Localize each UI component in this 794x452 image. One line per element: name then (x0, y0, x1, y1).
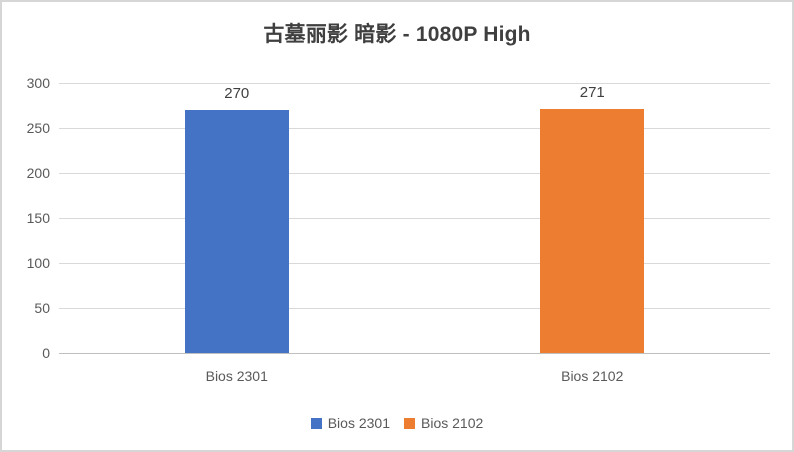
y-tick-label-100: 100 (26, 255, 50, 271)
bar-bios-2301 (184, 110, 289, 353)
chart-title: 古墓丽影 暗影 - 1080P High (263, 23, 531, 46)
y-tick-label-50: 50 (34, 300, 50, 316)
gridline-300 (59, 83, 770, 84)
x-tick-label-bios-2301: Bios 2301 (205, 368, 268, 384)
data-label-bios-2301: 270 (224, 85, 250, 102)
gridline-150 (59, 218, 770, 219)
legend-item-bios-2301: Bios 2301 (310, 415, 390, 431)
legend-swatch-icon (404, 417, 415, 429)
x-tick-label-bios-2102: Bios 2102 (561, 368, 624, 384)
legend: Bios 2301 Bios 2102 (2, 415, 792, 431)
gridline-100 (59, 263, 770, 264)
plot-area (59, 83, 770, 354)
bar-bios-2102 (540, 109, 645, 353)
data-label-bios-2102: 271 (579, 84, 605, 102)
y-tick-label-250: 250 (26, 120, 50, 136)
gridline-200 (59, 173, 770, 174)
y-tick-label-200: 200 (26, 165, 50, 181)
gridline-250 (59, 128, 770, 129)
y-tick-label-0: 0 (42, 345, 50, 361)
y-tick-label-150: 150 (26, 210, 50, 226)
legend-label: Bios 2102 (421, 415, 484, 431)
gridline-50 (59, 308, 770, 309)
x-axis-line (59, 353, 770, 354)
legend-label: Bios 2301 (327, 415, 390, 431)
y-tick-label-300: 300 (26, 75, 50, 91)
legend-item-bios-2102: Bios 2102 (404, 415, 483, 431)
legend-swatch-icon (310, 417, 322, 429)
